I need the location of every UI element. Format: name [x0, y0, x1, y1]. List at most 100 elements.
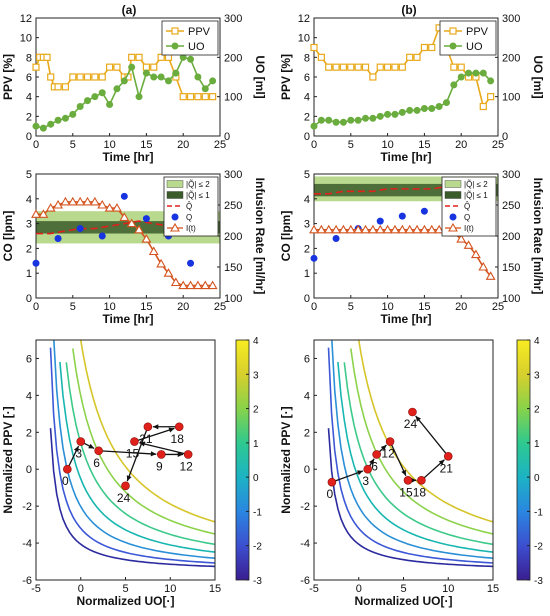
a-mid-infusion-point	[38, 209, 49, 218]
b-mid-infusion-point	[331, 224, 342, 234]
b-top-uo-point	[317, 116, 325, 124]
a-top-xtick-label: 0	[33, 139, 39, 151]
b-bottom-ytick-label: 2	[304, 427, 310, 439]
a-top-xtick-label: 25	[214, 139, 226, 151]
a-mid-legend-q-swatch	[171, 213, 179, 221]
a-bottom-trajectory-label: 6	[93, 456, 100, 470]
a-bottom-trajectory-point	[76, 437, 86, 446]
a-bottom-trajectory-segment	[98, 450, 157, 455]
b-top-ppv-point	[450, 63, 458, 71]
a-mid-y2tick-label: 100	[224, 293, 242, 305]
a-top-y2tick-label: 300	[224, 13, 242, 25]
b-top-legend-ppv-label: PPV	[466, 26, 489, 38]
b-top-uo-point	[354, 116, 362, 124]
b-top-legend-ppv-marker	[449, 27, 457, 35]
b-mid-ytick-label: 3	[304, 219, 310, 231]
a-top-uo-point	[201, 85, 209, 93]
b-top-ppv-point	[384, 63, 392, 71]
b-bottom-contours	[327, 340, 493, 568]
a-bottom-trajectory-label: 15	[126, 447, 140, 461]
a-mid-infusion-point	[53, 199, 64, 209]
b-mid-legend-label: Q	[464, 213, 470, 222]
b-top-ppv-point	[398, 63, 406, 71]
b-bottom-xtick-label: 0	[356, 583, 362, 595]
b-top-uo-line	[313, 72, 492, 127]
b-bottom-trajectory-label: 24	[404, 417, 418, 431]
b-top-ytick-label: 10	[298, 33, 310, 45]
b-mid-legend-swatch	[444, 191, 462, 199]
b-top-xtick-label: 25	[492, 139, 504, 151]
b-mid-xtick-label: 0	[311, 301, 317, 313]
a-mid-legend-label: |Q̃| ≤ 1	[186, 191, 210, 200]
b-top-ytick-label: 8	[304, 52, 310, 64]
a-top-uo-point	[113, 85, 121, 93]
b-top-uo-point	[435, 103, 443, 110]
a-bottom-ytick-label: 2	[26, 427, 32, 439]
a-bottom-contour-line	[59, 361, 215, 553]
b-bottom-colorbar-tick-label: -3	[534, 576, 543, 587]
a-top-y2tick-label: 200	[224, 52, 242, 64]
b-mid-xtick-label: 5	[348, 301, 354, 313]
b-mid-q-point	[310, 254, 318, 262]
a-top-uo-point	[172, 69, 180, 77]
b-mid-legend-swatch	[444, 180, 462, 188]
b-top-xtick-label: 0	[311, 139, 317, 151]
b-mid-infusion-point	[397, 224, 408, 234]
a-mid-infusion-point	[185, 280, 196, 290]
a-mid-ytick-label: 5	[26, 169, 32, 181]
b-mid-y2tick-label: 100	[502, 293, 520, 305]
a-bottom-trajectory-segment	[134, 427, 175, 443]
a-mid-infusion-point	[178, 280, 189, 290]
b-top-ppv-point	[347, 63, 355, 71]
a-bottom-colorbar-tick-label: 0	[253, 473, 259, 484]
b-top-xlabel: Time [hr]	[380, 150, 431, 164]
b-mid-infusion-point	[434, 224, 445, 234]
b-bottom-trajectory-arrowhead	[357, 470, 363, 476]
a-mid-ytick-label: 4	[26, 194, 32, 206]
b-top-ppv-point	[376, 63, 384, 71]
b-mid-xtick-label: 10	[381, 301, 393, 313]
b-mid-infusion-point	[382, 224, 393, 234]
b-bottom-trajectory-label: 6	[371, 459, 378, 473]
a-mid-y2tick-label: 200	[224, 231, 242, 243]
b-bottom-trajectory-arrowhead	[401, 469, 406, 476]
b-mid-ytick-label: 5	[304, 169, 310, 181]
a-bottom-trajectory-label: 24	[117, 491, 131, 505]
b-top-ylabel: PPV [%]	[279, 54, 293, 100]
b-bottom-trajectory-point	[403, 476, 413, 485]
b-bottom-colorbar-tick-label: 2	[534, 405, 540, 416]
b-mid-infusion-point	[412, 224, 422, 234]
a-top-uo-point	[209, 77, 217, 85]
a-top-ppv-point	[201, 93, 209, 101]
a-bottom-colorbar-tick-label: -3	[253, 576, 262, 587]
a-bottom-xtick-label: -5	[31, 583, 41, 595]
a-bottom-contour-line	[65, 362, 215, 546]
a-bottom-trajectory-arrowhead	[177, 451, 184, 458]
a-bottom-xlabel: Normalized UO[·]	[76, 594, 174, 608]
b-top-y2label: UO [ml]	[531, 55, 545, 98]
b-top-ytick-label: 2	[304, 111, 310, 123]
a-mid-xlabel: Time [hr]	[102, 312, 153, 326]
a-mid-q-point	[76, 225, 84, 233]
b-top-ppv-point	[325, 63, 333, 71]
b-top-uo-point	[347, 116, 355, 124]
b-mid-infusion-point	[456, 233, 467, 243]
b-mid-infusion-point	[404, 224, 415, 234]
a-bottom-trajectory-arrowhead	[139, 441, 146, 447]
b-mid-infusion-point	[375, 224, 386, 234]
b-top-uo-point	[472, 69, 480, 77]
b-bottom-contour-line	[343, 362, 493, 546]
a-bottom-colorbar-tick-label: 1	[253, 439, 259, 450]
a-mid-infusion-point	[163, 268, 174, 277]
b-bottom-xlabel: Normalized UO[·]	[354, 594, 452, 608]
a-bottom-trajectory-arrowhead	[152, 424, 159, 430]
b-mid-infusion-point	[360, 224, 371, 234]
a-bottom-ylabel: Normalized PPV [·]	[1, 406, 15, 513]
a-top-ppv-point	[76, 73, 84, 81]
b-top-uo-point	[428, 104, 436, 112]
b-top-ytick-label: 4	[304, 92, 310, 104]
b-top-ppv-point	[391, 63, 399, 71]
b-bottom-contour-line	[331, 340, 493, 559]
b-mid-xlabel: Time [hr]	[380, 312, 431, 326]
b-mid-infusion-point	[470, 249, 481, 259]
